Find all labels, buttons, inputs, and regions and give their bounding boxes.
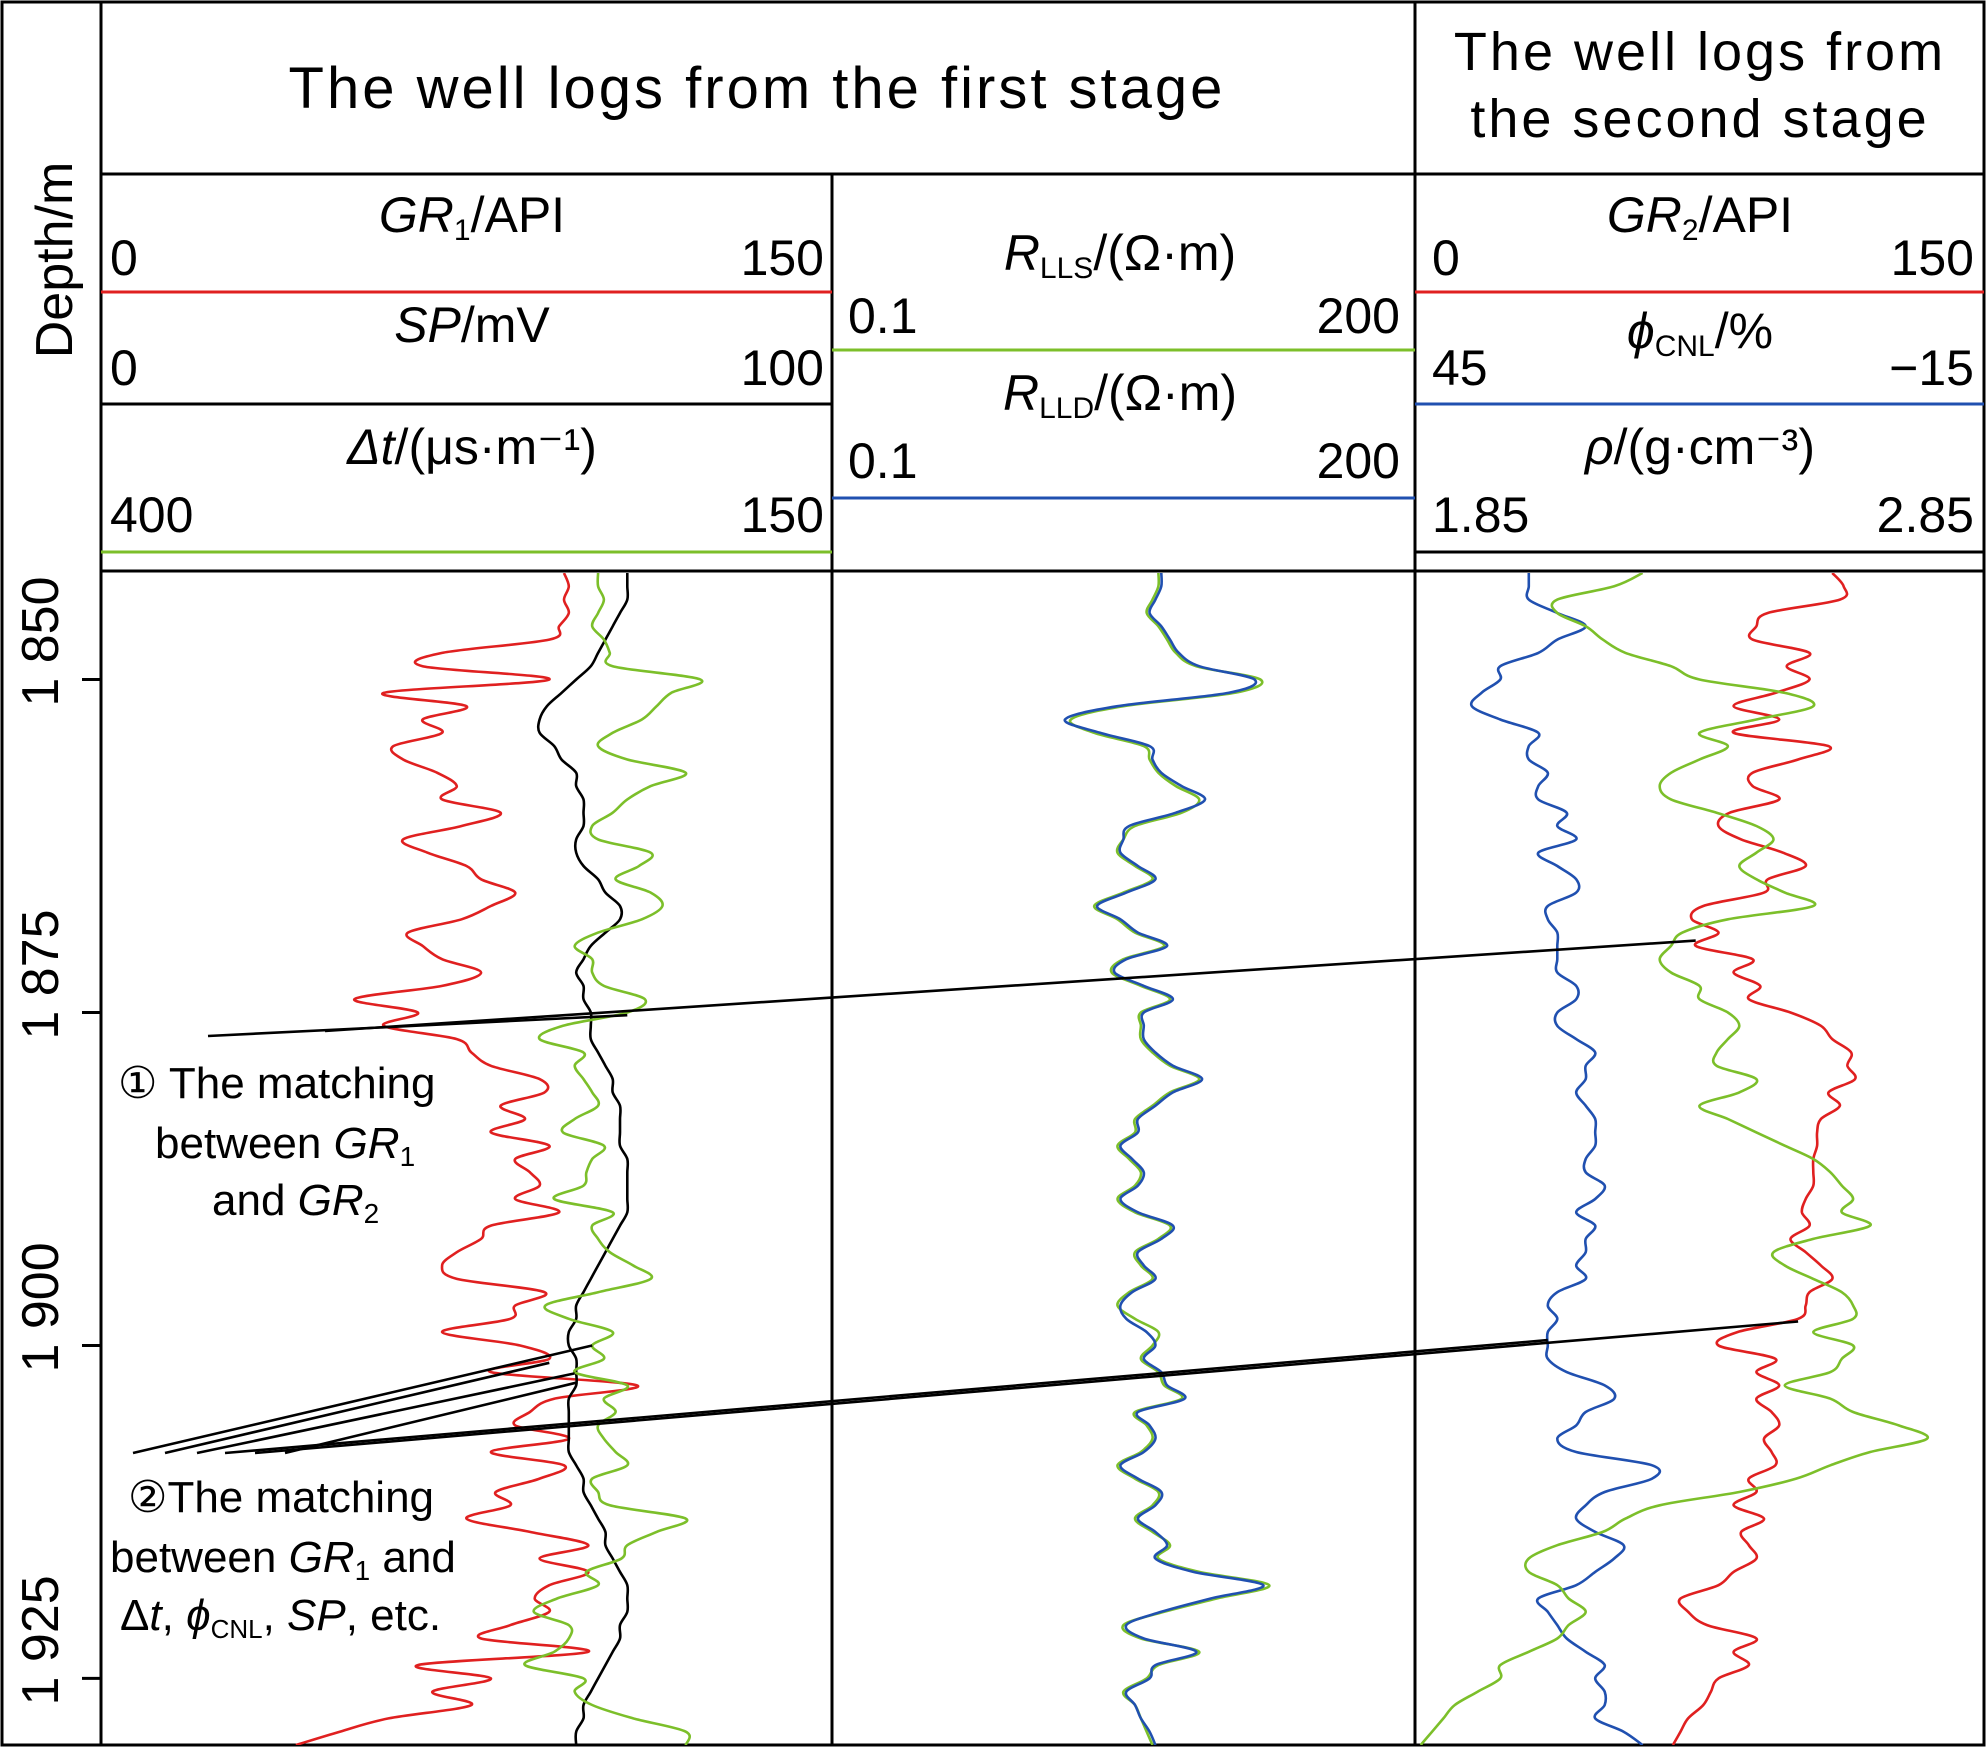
sp-scale-max: 100 <box>741 340 824 396</box>
rlls-scale-max: 200 <box>1317 288 1400 344</box>
gr1-scale-max: 150 <box>741 230 824 286</box>
correlation-link-line <box>254 1320 1799 1455</box>
dt-scale-min: 400 <box>110 487 193 543</box>
track-2-header: RLLS/(Ω·m) 0.1 200 RLLD/(Ω·m) 0.1 200 <box>832 225 1415 500</box>
gr2-curve-title: GR2/API <box>1607 187 1793 247</box>
curve-gr2-line <box>1671 573 1857 1745</box>
rlld-scale-max: 200 <box>1317 433 1400 489</box>
sp-scale-min: 0 <box>110 340 138 396</box>
annotation-1-line1: ① The matching <box>118 1059 435 1108</box>
dt-curve-title: Δt/(μs·m⁻¹) <box>346 419 597 475</box>
rho-scale-min: 1.85 <box>1432 487 1529 543</box>
curve-rlls-line <box>1068 573 1271 1745</box>
gr2-scale-max: 150 <box>1891 230 1974 286</box>
depth-tick-label: 1 850 <box>12 576 70 706</box>
cnl-curve-title: ϕCNL/% <box>1627 303 1773 363</box>
annotation-2-line1: ②The matching <box>128 1473 434 1522</box>
track-1-header: GR1/API 0 150 SP/mV 0 100 Δt/(μs·m⁻¹) 40… <box>101 187 832 554</box>
annotation-2: ②The matching between GR1 and Δt, ϕCNL, … <box>110 1473 456 1644</box>
log-curves <box>295 573 1930 1745</box>
correlation-link-line <box>324 939 1696 1033</box>
stage1-title: The well logs from the first stage <box>289 56 1226 121</box>
annotation-1: ① The matching between GR1 and GR2 <box>118 1059 435 1229</box>
depth-tick-label: 1 900 <box>12 1242 70 1372</box>
correlation-link-line <box>164 1361 550 1455</box>
annotation-2-line2: between GR1 and <box>110 1533 456 1586</box>
curve-sp-line <box>536 573 630 1745</box>
stage2-title-line1: The well logs from <box>1454 22 1946 82</box>
track-3-header: GR2/API 0 150 ϕCNL/% 45 −15 ρ/(g·cm⁻³) 1… <box>1415 187 1984 554</box>
rlls-scale-min: 0.1 <box>848 288 918 344</box>
cnl-scale-min: 45 <box>1432 340 1488 396</box>
gr1-curve-title: GR1/API <box>379 187 565 247</box>
gr1-scale-min: 0 <box>110 230 138 286</box>
correlation-links <box>132 939 1799 1455</box>
stage2-title-line2: the second stage <box>1470 89 1929 149</box>
annotation-2-line3: Δt, ϕCNL, SP, etc. <box>120 1591 441 1644</box>
rho-curve-title: ρ/(g·cm⁻³) <box>1583 419 1815 475</box>
correlation-link-line <box>224 1338 1548 1455</box>
annotation-1-line3: and GR2 <box>212 1176 379 1229</box>
cnl-scale-max: −15 <box>1889 340 1974 396</box>
correlation-link-line <box>132 1344 593 1455</box>
rlls-curve-title: RLLS/(Ω·m) <box>1004 225 1236 285</box>
correlation-link-line <box>196 1372 575 1455</box>
gr2-scale-min: 0 <box>1432 230 1460 286</box>
curve-t-line <box>523 573 704 1745</box>
depth-tick-label: 1 925 <box>12 1575 70 1705</box>
rho-scale-max: 2.85 <box>1877 487 1974 543</box>
rlld-scale-min: 0.1 <box>848 433 918 489</box>
sp-curve-title: SP/mV <box>394 297 550 353</box>
depth-axis: 1 850 1 875 1 900 1 925 <box>12 576 101 1705</box>
correlation-link-line <box>284 1381 577 1455</box>
curve-gr1-line <box>295 573 640 1745</box>
depth-axis-label: Depth/m <box>26 162 84 359</box>
curve--line <box>1419 573 1930 1745</box>
depth-tick-label: 1 875 <box>12 909 70 1039</box>
curve-cnl-line <box>1469 573 1662 1745</box>
dt-scale-max: 150 <box>741 487 824 543</box>
curve-rlld-line <box>1063 573 1265 1745</box>
annotation-1-line2: between GR1 <box>155 1119 415 1172</box>
rlld-curve-title: RLLD/(Ω·m) <box>1003 365 1237 425</box>
